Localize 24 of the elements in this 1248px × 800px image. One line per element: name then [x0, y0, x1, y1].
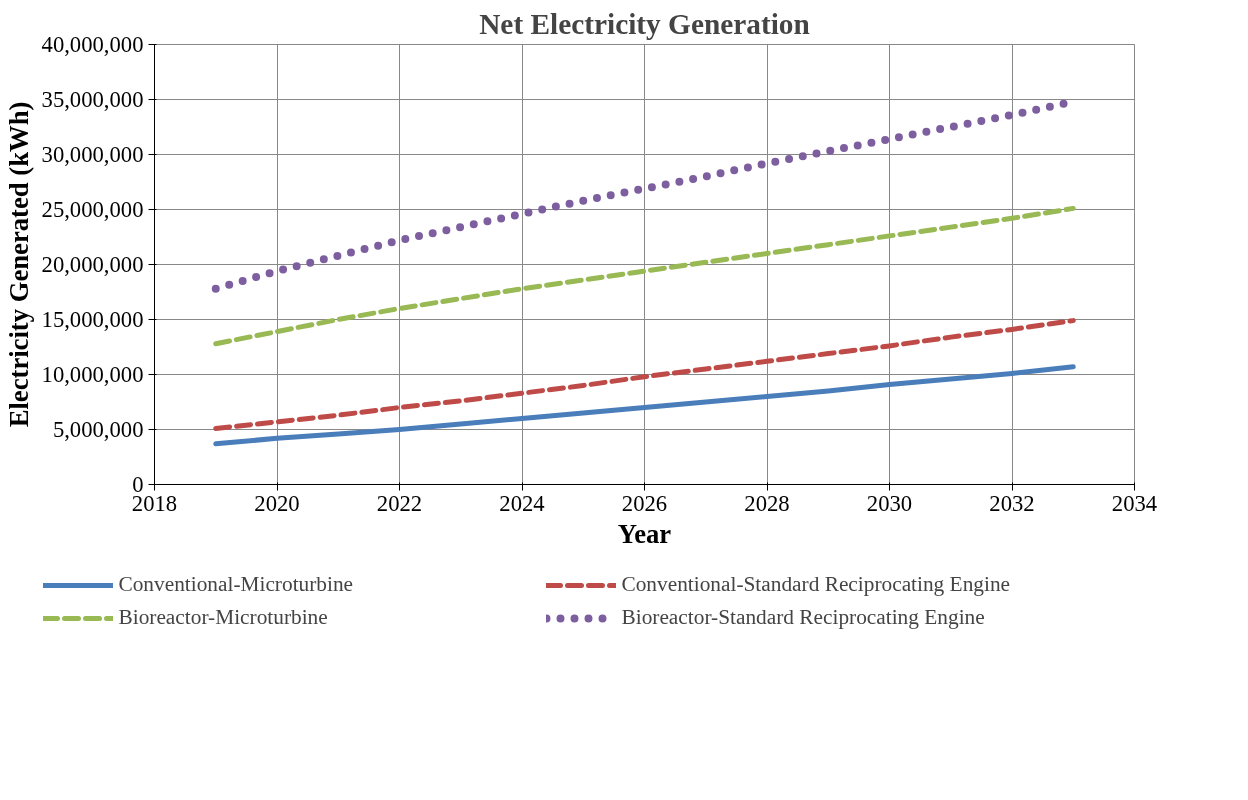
y-axis-title: Electricity Generated (kWh) — [3, 101, 34, 428]
y-tick-label: 35,000,000 — [41, 87, 144, 112]
x-axis-title: Year — [617, 518, 672, 549]
y-tick-label: 30,000,000 — [41, 142, 144, 167]
y-tick-label: 0 — [132, 472, 144, 497]
x-tick-label: 2020 — [254, 490, 300, 516]
x-tick-label: 2030 — [866, 490, 913, 516]
x-tick-label: 2028 — [744, 490, 790, 516]
legend-label: Bioreactor-Microturbine — [118, 605, 329, 630]
x-tick-label: 2022 — [376, 490, 423, 516]
x-tick-label: 2026 — [621, 490, 668, 516]
y-tick-label: 15,000,000 — [41, 307, 144, 332]
legend-label: Conventional-Microturbine — [118, 572, 355, 597]
y-tick-label: 20,000,000 — [41, 252, 144, 277]
y-tick-label: 25,000,000 — [41, 197, 144, 222]
x-tick-label: 2034 — [1111, 490, 1158, 516]
chart-title: Net Electricity Generation — [479, 7, 810, 40]
y-tick-label: 5,000,000 — [52, 417, 144, 442]
legend-label: Bioreactor-Standard Reciprocating Engine — [621, 605, 986, 630]
legend-label: Conventional-Standard Reciprocating Engine — [621, 572, 1012, 597]
x-tick-label: 2032 — [989, 490, 1035, 516]
y-tick-label: 40,000,000 — [41, 32, 144, 57]
y-tick-label: 10,000,000 — [41, 362, 144, 387]
x-tick-label: 2024 — [499, 490, 545, 516]
